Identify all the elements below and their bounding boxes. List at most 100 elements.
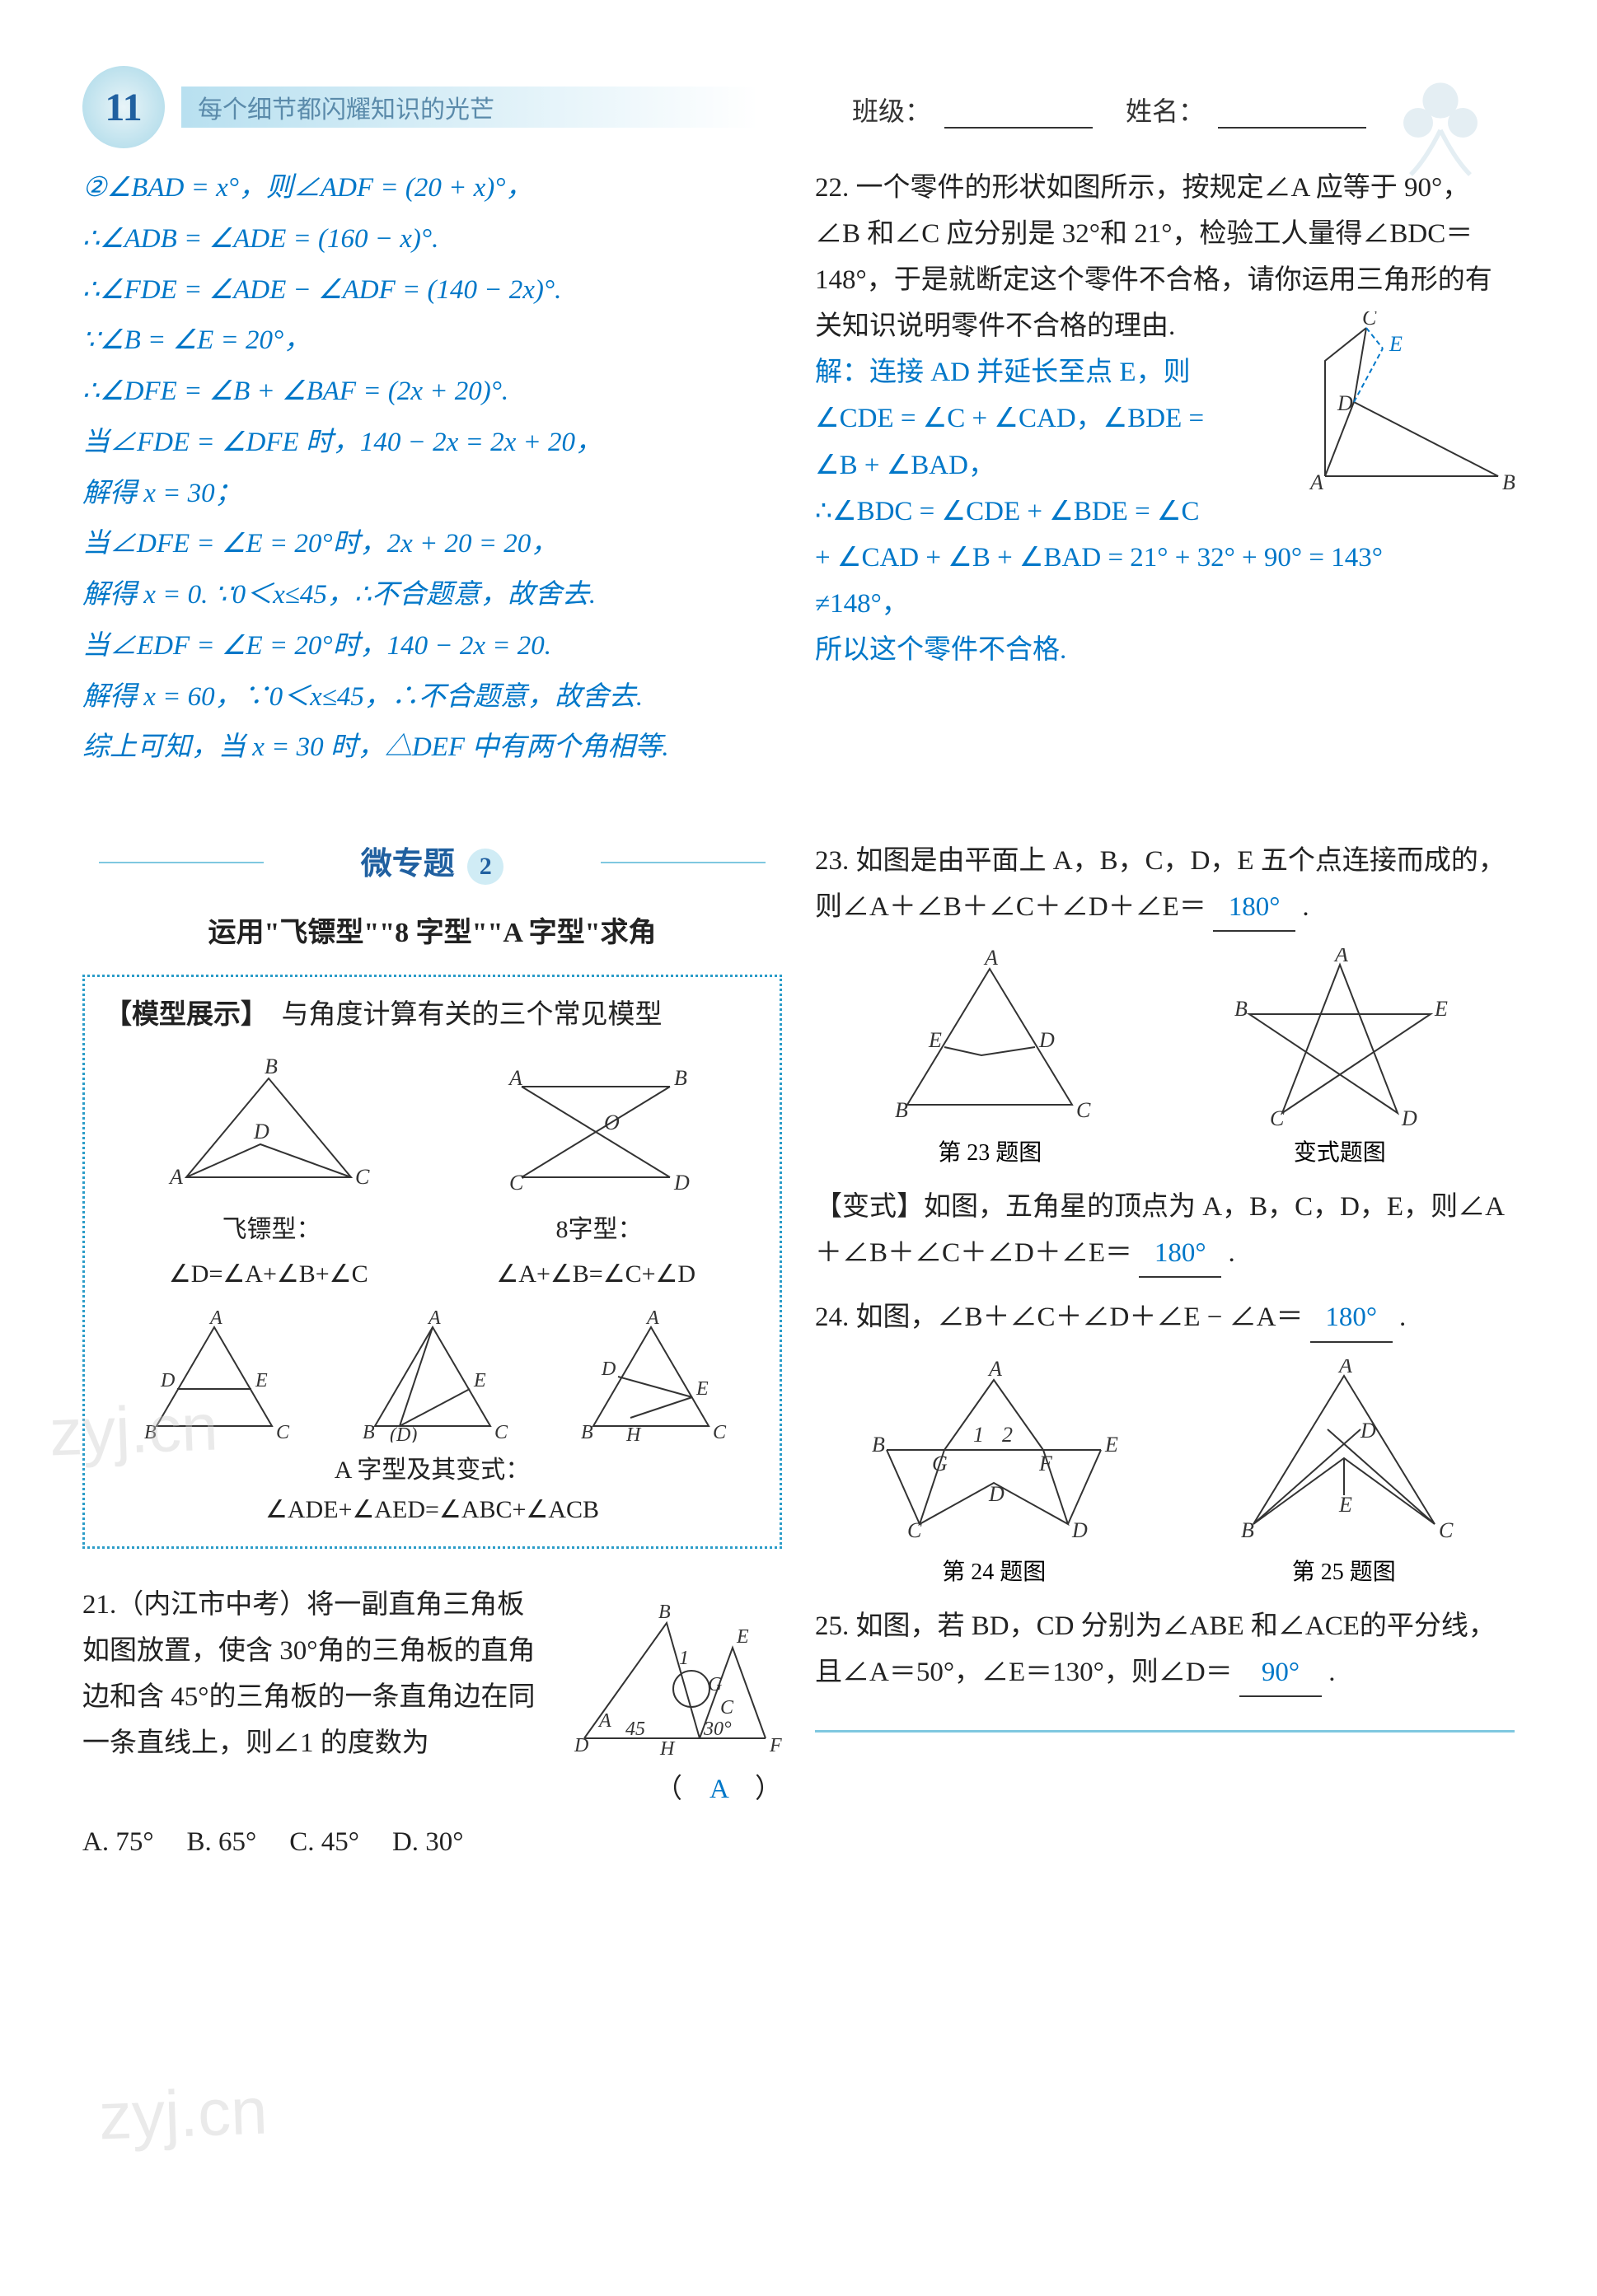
left-column: ②∠BAD = x°，则∠ADF = (20 + x)°， ∴∠ADB = ∠A… xyxy=(82,165,782,1882)
svg-text:1: 1 xyxy=(679,1648,689,1669)
q23v-answer: 180° xyxy=(1139,1230,1221,1278)
svg-text:D: D xyxy=(253,1120,269,1143)
header-slogan: 每个细节都闪耀知识的光芒 xyxy=(181,87,758,128)
bottom-rule xyxy=(815,1730,1515,1733)
paren: （ xyxy=(668,1775,682,1804)
watermark-2: zyj.cn xyxy=(97,2073,269,2154)
name-line xyxy=(1218,127,1366,129)
svg-text:E: E xyxy=(695,1378,709,1400)
svg-text:D: D xyxy=(988,1482,1005,1506)
sol-line: ∵∠B = ∠E = 20°， xyxy=(82,317,782,365)
svg-text:D: D xyxy=(1038,1028,1055,1052)
svg-text:B: B xyxy=(1234,997,1248,1021)
svg-text:1: 1 xyxy=(973,1423,984,1447)
svg-text:H: H xyxy=(625,1424,642,1443)
solution-block-1: ②∠BAD = x°，则∠ADF = (20 + x)°， ∴∠ADB = ∠A… xyxy=(82,165,782,772)
paren: ） xyxy=(755,1775,782,1804)
q21-text: 21.（内江市中考）将一副直角三角板如图放置，使含 30°角的三角板的直角边和含… xyxy=(82,1590,535,1758)
svg-text:E: E xyxy=(1389,332,1403,356)
option-a: A. 75° xyxy=(82,1819,154,1865)
q24-q25-figures: A 12 BGFE CDD 第 24 题图 A xyxy=(815,1359,1515,1587)
q21-answer: A xyxy=(710,1775,728,1804)
svg-text:D: D xyxy=(1337,391,1353,415)
svg-text:D: D xyxy=(673,1171,690,1195)
svg-text:D: D xyxy=(1401,1106,1417,1129)
dart-formula: ∠D=∠A+∠B+∠C xyxy=(169,1255,368,1294)
svg-text:C: C xyxy=(1439,1518,1454,1542)
sol-line: 解得 x = 60，∵0＜x≤45，∴不合题意，故舍去. xyxy=(82,674,782,722)
svg-text:E: E xyxy=(1434,997,1448,1021)
a-type-diagram-2-icon: AE B(D)C xyxy=(350,1311,515,1443)
q23-text: 23. 如图是由平面上 A，B，C，D，E 五个点连接而成的，则∠A＋∠B＋∠C… xyxy=(815,846,1506,922)
svg-text:A: A xyxy=(987,1359,1002,1381)
q23-figure-icon: A ED BC xyxy=(874,948,1105,1129)
svg-text:E: E xyxy=(255,1370,268,1391)
section-title: 微专题 2 xyxy=(344,838,521,885)
svg-text:E: E xyxy=(928,1028,942,1052)
section-num-badge: 2 xyxy=(467,849,503,885)
model-diagrams-row2: ADE BC AE B(D)C xyxy=(105,1311,760,1443)
q25-caption: 第 25 题图 xyxy=(1220,1554,1468,1587)
q23v-figure-icon: A B E C D xyxy=(1225,948,1455,1129)
svg-text:A: A xyxy=(208,1311,222,1329)
sub-title: 运用"飞镖型""8 字型""A 字型"求角 xyxy=(82,910,782,950)
svg-text:E: E xyxy=(736,1626,749,1648)
svg-text:C: C xyxy=(1270,1106,1285,1129)
dart-label: 飞镖型： xyxy=(222,1210,321,1250)
right-column: 22. 一个零件的形状如图所示，按规定∠A 应等于 90°，∠B 和∠C 应分别… xyxy=(815,165,1515,1882)
svg-text:F: F xyxy=(1038,1452,1053,1475)
svg-text:G: G xyxy=(932,1452,948,1475)
svg-text:30°: 30° xyxy=(703,1718,732,1740)
svg-text:C: C xyxy=(720,1697,734,1718)
q21-options: A. 75° B. 65° C. 45° D. 30° xyxy=(82,1819,782,1865)
svg-text:C: C xyxy=(1076,1098,1091,1122)
problem-23: 23. 如图是由平面上 A，B，C，D，E 五个点连接而成的，则∠A＋∠B＋∠C… xyxy=(815,838,1515,932)
option-b: B. 65° xyxy=(187,1819,257,1865)
svg-text:H: H xyxy=(659,1738,676,1760)
svg-text:E: E xyxy=(1338,1493,1352,1517)
sol-line: ≠148°， xyxy=(815,581,1515,627)
svg-text:C: C xyxy=(494,1422,508,1443)
svg-text:B: B xyxy=(1241,1518,1254,1542)
svg-text:D: D xyxy=(1360,1419,1376,1443)
svg-text:C: C xyxy=(355,1165,370,1189)
sol-line: 当∠DFE = ∠E = 20°时，2x + 20 = 20， xyxy=(82,521,782,568)
svg-text:B: B xyxy=(658,1602,671,1623)
svg-text:B: B xyxy=(674,1066,687,1090)
class-label: 班级： xyxy=(852,91,931,129)
svg-text:E: E xyxy=(1104,1433,1118,1457)
model-heading: 【模型展示】 xyxy=(105,1000,255,1030)
a-type-diagram-1-icon: ADE BC xyxy=(132,1311,297,1443)
svg-text:A: A xyxy=(1333,948,1348,966)
svg-text:A: A xyxy=(645,1311,659,1329)
svg-text:G: G xyxy=(708,1674,722,1695)
svg-text:C: C xyxy=(1362,311,1377,330)
model-box: 【模型展示】 与角度计算有关的三个常见模型 AB CD xyxy=(82,975,782,1549)
a-type-label: A 字型及其变式： xyxy=(105,1451,760,1490)
svg-text:O: O xyxy=(604,1111,620,1134)
sol-line: 当∠EDF = ∠E = 20°时，140 − 2x = 20. xyxy=(82,623,782,671)
svg-text:A: A xyxy=(1337,1359,1352,1377)
svg-text:C: C xyxy=(276,1422,290,1443)
option-d: D. 30° xyxy=(392,1819,464,1865)
sol-line: 解得 x = 30； xyxy=(82,470,782,518)
svg-text:E: E xyxy=(473,1370,486,1391)
svg-text:B: B xyxy=(265,1054,278,1078)
q23-figures: A ED BC 第 23 题图 A BE CD xyxy=(815,948,1515,1167)
sol-line: ∴∠FDE = ∠ADE − ∠ADF = (140 − 2x)°. xyxy=(82,267,782,315)
sol-line: 解得 x = 0. ∵0＜x≤45，∴不合题意，故舍去. xyxy=(82,572,782,620)
class-line xyxy=(944,127,1093,129)
svg-text:C: C xyxy=(713,1422,727,1443)
model-diagrams-row1: AB CD AB O CD xyxy=(105,1054,760,1202)
svg-text:C: C xyxy=(509,1171,524,1195)
q25-text: 25. 如图，若 BD，CD 分别为∠ABE 和∠ACE的平分线，且∠A＝50°… xyxy=(815,1611,1496,1687)
q23v-caption: 变式题图 xyxy=(1225,1134,1455,1167)
svg-text:B: B xyxy=(1502,470,1515,494)
q25-figure-icon: A D E B C xyxy=(1220,1359,1468,1549)
section-title-text: 微专题 xyxy=(361,847,455,881)
option-c: C. 45° xyxy=(289,1819,359,1865)
page-number-badge: 11 xyxy=(82,66,165,148)
svg-text:D: D xyxy=(574,1735,588,1756)
sol-line: ②∠BAD = x°，则∠ADF = (20 + x)°， xyxy=(82,165,782,213)
q24-figure-icon: A 12 BGFE CDD xyxy=(862,1359,1126,1549)
